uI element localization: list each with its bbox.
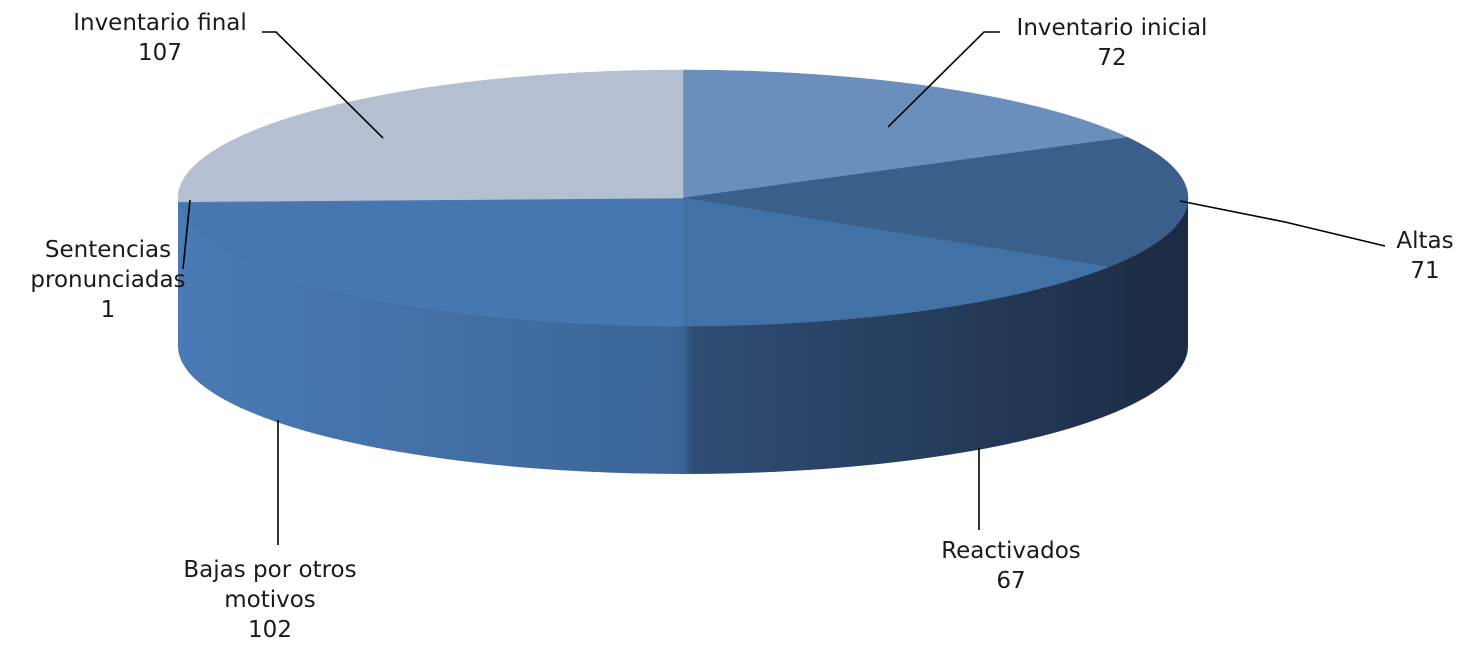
pie-slice-inventario-inicial <box>682 69 1129 199</box>
data-label-bajas-por-otros-motivos: Bajas por otros motivos 102 <box>183 557 356 643</box>
data-label-inventario-final: Inventario final 107 <box>73 10 247 66</box>
data-label-sentencias-pronunciadas: Sentencias pronunciadas 1 <box>30 237 185 323</box>
leader-line-inventario-inicial <box>887 31 1000 128</box>
leader-line-sentencias-pronunciadas <box>182 199 191 270</box>
data-label-altas: Altas 71 <box>1396 228 1453 284</box>
leader-line-inventario-final <box>262 31 384 139</box>
data-label-inventario-inicial: Inventario inicial 72 <box>1017 15 1208 71</box>
pie-slice-inventario-final <box>177 69 684 203</box>
leader-line-altas <box>1179 200 1386 247</box>
pie-slice-bajas-por-otros-motivos <box>178 197 684 327</box>
data-label-reactivados: Reactivados 67 <box>941 538 1081 594</box>
pie-slice-reactivados <box>682 197 1110 327</box>
pie-side-wall <box>178 198 1188 474</box>
